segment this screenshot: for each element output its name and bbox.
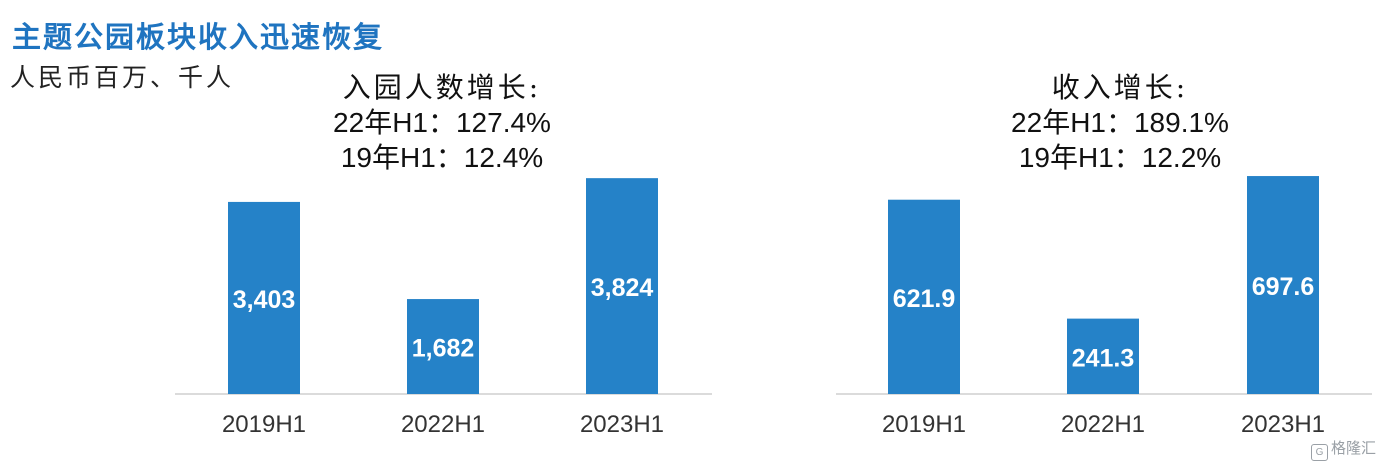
visitor-bar-2022H1 bbox=[407, 299, 479, 394]
unit-label: 人民币百万、千人 bbox=[10, 63, 235, 92]
logo-icon: G bbox=[1310, 444, 1328, 461]
visitor-growth-heading: 入园人数增长: bbox=[342, 71, 542, 104]
revenue-bar-2022H1 bbox=[1067, 318, 1139, 394]
page-title: 主题公园板块收入迅速恢复 bbox=[12, 20, 385, 54]
visitor-growth-line-1: 22年H1：127.4% bbox=[333, 107, 551, 138]
visitor-growth-annotation: 入园人数增长: 22年H1：127.4% 19年H1：12.4% bbox=[282, 70, 602, 175]
revenue-bar-label-2022H1: 241.3 bbox=[1072, 344, 1135, 372]
visitor-x-tick-2019H1: 2019H1 bbox=[222, 411, 306, 438]
revenue-bar-label-2019H1: 621.9 bbox=[893, 285, 956, 313]
revenue-growth-line-2: 19年H1：12.2% bbox=[1018, 142, 1222, 173]
watermark-text: 格隆汇 bbox=[1330, 440, 1376, 457]
revenue-bar-2023H1 bbox=[1247, 176, 1319, 394]
visitor-growth-line-2: 19年H1：12.4% bbox=[340, 142, 544, 173]
visitor-x-tick-2022H1: 2022H1 bbox=[401, 411, 485, 438]
revenue-bar-label-2023H1: 697.6 bbox=[1252, 273, 1315, 301]
visitor-bar-label-2019H1: 3,403 bbox=[233, 286, 296, 314]
revenue-growth-line-1: 22年H1：189.1% bbox=[1011, 107, 1229, 138]
visitor-bar-label-2023H1: 3,824 bbox=[591, 274, 654, 302]
revenue-bar-2019H1 bbox=[888, 199, 960, 394]
revenue-x-tick-2023H1: 2023H1 bbox=[1241, 411, 1325, 438]
revenue-growth-annotation: 收入增长: 22年H1：189.1% 19年H1：12.2% bbox=[960, 70, 1280, 175]
visitor-bar-2019H1 bbox=[228, 201, 300, 394]
revenue-x-tick-2022H1: 2022H1 bbox=[1061, 411, 1145, 438]
visitor-bar-2023H1 bbox=[586, 178, 658, 394]
visitor-x-tick-2023H1: 2023H1 bbox=[580, 411, 664, 438]
watermark: G 格隆汇 bbox=[1310, 437, 1376, 461]
revenue-growth-heading: 收入增长: bbox=[1051, 71, 1189, 104]
visitor-bar-label-2022H1: 1,682 bbox=[412, 335, 475, 363]
revenue-x-tick-2019H1: 2019H1 bbox=[882, 411, 966, 438]
